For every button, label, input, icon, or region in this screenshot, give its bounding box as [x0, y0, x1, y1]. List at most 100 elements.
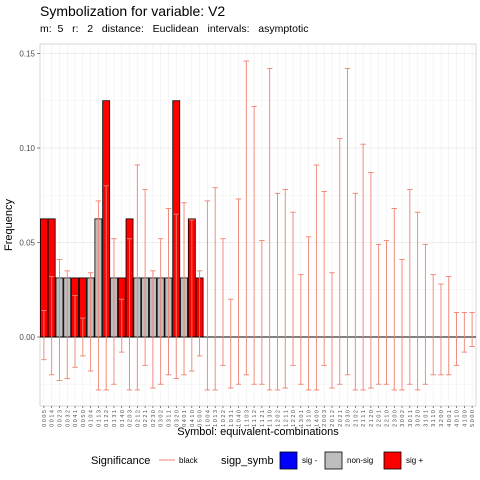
x-tick-label: 1 2 1 1	[283, 410, 289, 427]
interval	[72, 294, 78, 368]
interval	[119, 298, 125, 353]
x-tick-label: 0 3 2 0	[174, 410, 180, 427]
x-tick-label: 3 0 0 2	[400, 410, 406, 427]
interval	[321, 190, 327, 366]
x-tick-label: 1 0 0 4	[205, 410, 211, 427]
x-tick-label: 2 0 1 2	[330, 410, 336, 427]
x-tick-label: 1 1 2 1	[260, 410, 266, 427]
interval	[438, 283, 444, 376]
x-tick-label: 0 1 1 3	[96, 410, 102, 427]
x-tick-label: 3 0 1 1	[408, 410, 414, 427]
interval	[414, 211, 421, 391]
interval	[189, 219, 195, 372]
x-tick-label: 1 2 0 2	[275, 410, 281, 427]
x-tick-label: 1 1 1 2	[252, 410, 258, 427]
x-tick-label: 2 0 0 3	[322, 410, 328, 427]
interval	[41, 310, 47, 361]
chart-subtitle: m: 5 r: 2 distance: Euclidean intervals:…	[40, 23, 309, 35]
interval	[461, 311, 468, 353]
x-tick-label: 0 2 1 2	[135, 410, 141, 427]
legend-significance-item: black	[179, 456, 199, 465]
x-tick-label: 0 0 5 0	[81, 410, 87, 427]
interval	[80, 317, 86, 357]
x-tick-label: 1 0 3 1	[229, 410, 235, 427]
x-tick-label: 0 3 1 1	[166, 410, 172, 427]
interval	[87, 272, 94, 372]
interval	[111, 238, 117, 385]
x-tick-label: 0 0 1 4	[50, 410, 56, 427]
interval	[64, 270, 70, 380]
x-tick-label: 0 2 3 0	[151, 410, 157, 427]
chart-title: Symbolization for variable: V2	[40, 3, 226, 19]
interval	[103, 185, 109, 391]
y-tick-label: 0.05	[19, 238, 35, 247]
interval	[446, 276, 452, 376]
interval	[407, 189, 413, 385]
legend: Significance black sigp_symb sig - non-s…	[91, 451, 423, 470]
x-tick-label: 4 1 0 0	[462, 410, 468, 427]
legend-swatch-sig-plus	[383, 451, 402, 470]
x-tick-label: 3 2 0 0	[439, 410, 445, 427]
legend-label-sig-minus: sig -	[302, 456, 317, 465]
interval	[399, 259, 405, 391]
x-tick-label: 2 2 1 0	[384, 410, 390, 427]
interval	[453, 311, 460, 366]
interval	[469, 311, 475, 347]
interval	[383, 240, 390, 385]
interval	[204, 200, 211, 391]
x-tick-label: 4 0 1 0	[455, 410, 461, 427]
y-axis-label: Frequency	[3, 199, 15, 251]
interval	[56, 259, 63, 381]
x-tick-label: 1 2 2 0	[291, 410, 297, 427]
legend-label-non-sig: non-sig	[347, 456, 373, 465]
x-tick-label: 0 2 2 1	[143, 410, 149, 427]
legend-swatch-sig-minus	[279, 451, 298, 470]
x-tick-label: 4 0 0 1	[447, 410, 453, 427]
interval	[430, 274, 436, 376]
interval	[313, 164, 320, 391]
y-tick-label: 0.00	[19, 333, 35, 342]
x-tick-label: 1 3 1 0	[307, 410, 313, 427]
interval	[375, 243, 382, 385]
x-tick-label: 2 1 2 0	[369, 410, 375, 427]
interval	[134, 164, 141, 391]
interval	[157, 238, 164, 385]
interval	[220, 238, 226, 366]
interval	[150, 270, 156, 389]
x-tick-label: 2 0 3 0	[346, 410, 352, 427]
interval	[329, 272, 335, 389]
interval	[235, 198, 242, 385]
x-tick-label: 5 0 0 0	[470, 410, 476, 427]
interval	[282, 189, 288, 389]
confidence-intervals	[41, 60, 475, 391]
interval	[298, 274, 304, 385]
x-tick-label: 0 4 1 0	[190, 410, 196, 427]
interval	[360, 143, 366, 391]
interval	[259, 240, 265, 385]
x-tick-label: 0 2 0 3	[128, 410, 134, 427]
interval	[126, 238, 133, 391]
x-tick-label: 1 0 1 3	[213, 410, 219, 427]
interval	[173, 213, 179, 380]
interval	[212, 187, 218, 391]
interval	[391, 208, 397, 391]
interval	[48, 276, 55, 376]
x-tick-label: 0 4 0 1	[182, 410, 188, 427]
interval	[422, 243, 429, 385]
interval	[290, 211, 296, 366]
x-tick-label: 0 0 4 1	[73, 410, 79, 427]
x-tick-label: 3 0 2 0	[416, 410, 422, 427]
x-tick-label: 1 1 3 0	[268, 410, 274, 427]
y-axis-ticks: 0.00 0.05 0.10 0.15	[19, 49, 40, 342]
y-tick-label: 0.10	[19, 144, 35, 153]
x-tick-label: 1 3 0 1	[299, 410, 305, 427]
x-tick-label: 1 0 4 0	[237, 410, 243, 427]
x-tick-label: 0 0 3 2	[65, 410, 71, 427]
interval	[274, 192, 281, 391]
x-tick-label: 0 5 0 0	[198, 410, 204, 427]
x-tick-label: 2 1 0 2	[353, 410, 359, 427]
interval	[142, 189, 148, 366]
legend-label-sig-plus: sig +	[406, 456, 423, 465]
legend-symb-title: sigp_symb	[221, 455, 274, 467]
